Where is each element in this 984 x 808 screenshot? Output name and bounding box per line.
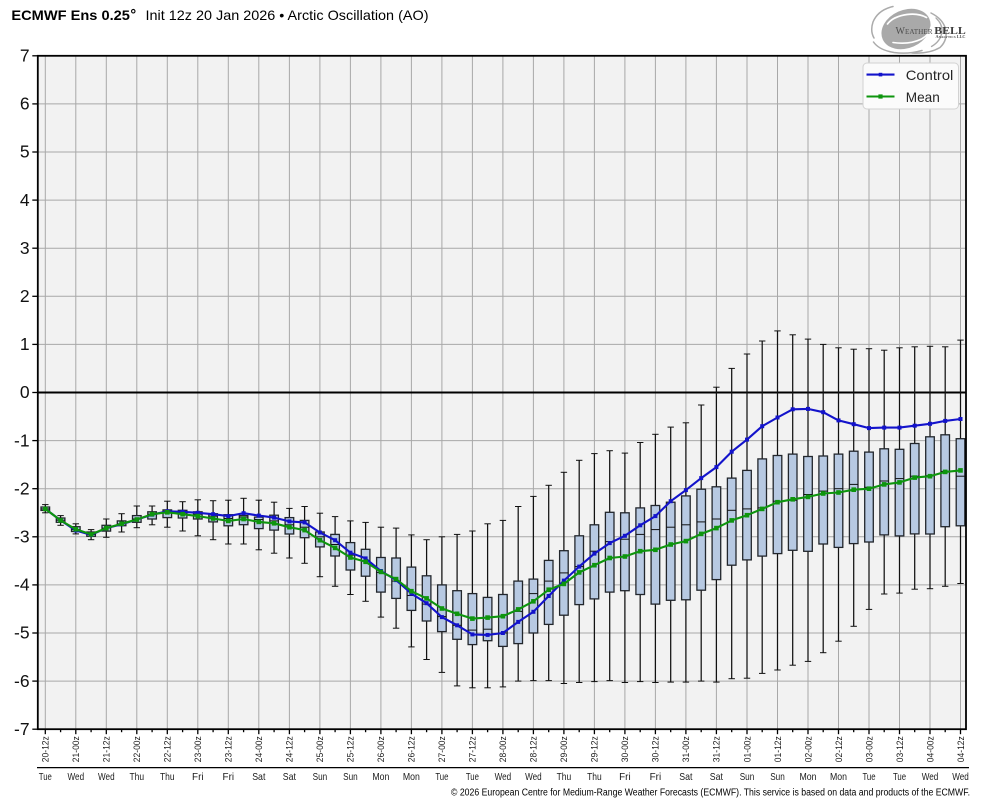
svg-text:28-12z: 28-12z	[529, 736, 539, 762]
svg-text:3: 3	[20, 238, 30, 258]
svg-text:BELL: BELL	[934, 26, 966, 37]
svg-text:Sat: Sat	[710, 772, 723, 783]
svg-text:-5: -5	[14, 623, 30, 643]
svg-text:03-00z: 03-00z	[864, 736, 874, 762]
svg-text:Wed: Wed	[922, 772, 939, 783]
svg-text:Wed: Wed	[68, 772, 85, 783]
svg-text:5: 5	[20, 142, 30, 162]
svg-text:21-12z: 21-12z	[102, 736, 112, 762]
svg-text:Mon: Mon	[800, 772, 817, 783]
svg-text:01-00z: 01-00z	[742, 736, 752, 762]
svg-text:23-00z: 23-00z	[193, 736, 203, 762]
svg-text:ECMWF Ens 0.25: ECMWF Ens 0.25	[11, 8, 130, 23]
svg-text:Tue: Tue	[862, 772, 875, 783]
svg-text:4: 4	[20, 190, 30, 210]
svg-text:2: 2	[20, 286, 30, 306]
svg-text:04-00z: 04-00z	[925, 736, 935, 762]
svg-text:Mean: Mean	[906, 89, 940, 105]
svg-text:Mon: Mon	[403, 772, 420, 783]
svg-text:Fri: Fri	[223, 772, 235, 783]
svg-text:Wed: Wed	[495, 772, 512, 783]
svg-text:Fri: Fri	[192, 772, 204, 783]
svg-text:°: °	[130, 8, 136, 24]
svg-text:02-12z: 02-12z	[834, 736, 844, 762]
svg-text:Mon: Mon	[830, 772, 847, 783]
svg-text:-1: -1	[14, 430, 30, 450]
svg-text:27-00z: 27-00z	[437, 736, 447, 762]
svg-text:28-00z: 28-00z	[498, 736, 508, 762]
svg-text:02-00z: 02-00z	[803, 736, 813, 762]
svg-text:31-12z: 31-12z	[712, 736, 722, 762]
svg-text:25-12z: 25-12z	[346, 736, 356, 762]
svg-text:-3: -3	[14, 527, 30, 547]
svg-text:Thu: Thu	[557, 772, 572, 783]
svg-text:24-00z: 24-00z	[254, 736, 264, 762]
svg-text:Fri: Fri	[650, 772, 662, 783]
svg-text:Sat: Sat	[679, 772, 692, 783]
svg-text:26-00z: 26-00z	[376, 736, 386, 762]
svg-text:Wed: Wed	[952, 772, 969, 783]
svg-text:Sun: Sun	[313, 772, 328, 783]
svg-text:Sun: Sun	[740, 772, 755, 783]
svg-text:25-00z: 25-00z	[315, 736, 325, 762]
svg-text:ANALYTICS LLC: ANALYTICS LLC	[936, 34, 966, 39]
svg-text:24-12z: 24-12z	[285, 736, 295, 762]
svg-text:Tue: Tue	[893, 772, 906, 783]
svg-text:Tue: Tue	[435, 772, 448, 783]
svg-text:29-00z: 29-00z	[559, 736, 569, 762]
svg-text:Sat: Sat	[252, 772, 265, 783]
svg-text:23-12z: 23-12z	[224, 736, 234, 762]
svg-text:Sun: Sun	[343, 772, 358, 783]
svg-text:-6: -6	[14, 671, 30, 691]
svg-text:Thu: Thu	[587, 772, 602, 783]
svg-text:22-12z: 22-12z	[163, 736, 173, 762]
svg-text:Thu: Thu	[130, 772, 145, 783]
svg-text:21-00z: 21-00z	[71, 736, 81, 762]
svg-text:-4: -4	[14, 575, 30, 595]
svg-text:Tue: Tue	[39, 772, 52, 783]
svg-text:Control: Control	[906, 67, 954, 83]
svg-text:© 2026 European Centre for Med: © 2026 European Centre for Medium-Range …	[451, 787, 970, 798]
svg-text:30-00z: 30-00z	[620, 736, 630, 762]
svg-text:6: 6	[20, 94, 30, 114]
svg-text:Sun: Sun	[770, 772, 785, 783]
svg-text:Init 12z 20 Jan 2026 • Arctic: Init 12z 20 Jan 2026 • Arctic Oscillatio…	[146, 8, 429, 23]
svg-text:Tue: Tue	[466, 772, 479, 783]
svg-text:Sat: Sat	[283, 772, 296, 783]
svg-text:Wed: Wed	[98, 772, 115, 783]
svg-text:Thu: Thu	[160, 772, 175, 783]
svg-text:0: 0	[20, 382, 30, 402]
svg-text:30-12z: 30-12z	[651, 736, 661, 762]
svg-text:-2: -2	[14, 478, 30, 498]
svg-text:-7: -7	[14, 719, 30, 739]
svg-text:Fri: Fri	[619, 772, 631, 783]
svg-text:31-00z: 31-00z	[681, 736, 691, 762]
svg-text:27-12z: 27-12z	[468, 736, 478, 762]
svg-text:Mon: Mon	[372, 772, 389, 783]
svg-text:04-12z: 04-12z	[956, 736, 966, 762]
svg-text:26-12z: 26-12z	[407, 736, 417, 762]
svg-text:29-12z: 29-12z	[590, 736, 600, 762]
svg-text:22-00z: 22-00z	[132, 736, 142, 762]
svg-text:WEATHER: WEATHER	[896, 26, 933, 37]
svg-text:7: 7	[20, 46, 30, 66]
svg-text:1: 1	[20, 334, 30, 354]
svg-text:Wed: Wed	[525, 772, 542, 783]
svg-text:03-12z: 03-12z	[895, 736, 905, 762]
svg-text:20-12z: 20-12z	[41, 736, 51, 762]
svg-text:01-12z: 01-12z	[773, 736, 783, 762]
